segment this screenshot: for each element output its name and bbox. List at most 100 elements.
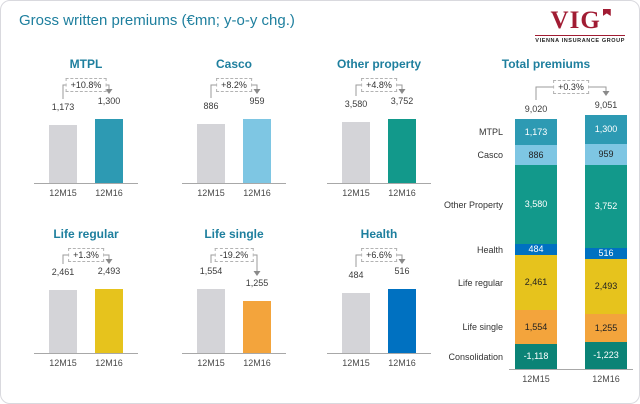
bar-12M16 [95,289,123,353]
x-tick-label: 12M15 [342,358,370,368]
chart-total-premiums: Total premiums 1,173 MTPL 886 Casco 3,580 Othe… [439,57,637,395]
segment-value: -1,118 [523,351,549,361]
segment-casco: 886 [515,145,557,165]
series-label: Other Property [443,199,503,210]
segment-mtpl: 1,300 [585,115,627,144]
bar-value: 2,461 [51,267,75,277]
bar-12M15 [342,293,370,353]
segment-life-regular: 2,493 [585,259,627,314]
series-label: Consolidation [448,351,503,362]
bar-12M16 [243,301,271,353]
arrow-down-icon [105,259,113,264]
x-tick-label: 12M16 [243,188,271,198]
series-label: MTPL [478,127,503,137]
arrow-down-icon [398,259,406,264]
segment-other-property: 3,580 [515,165,557,244]
segment-value: 2,461 [524,277,548,287]
x-tick-label: 12M16 [243,358,271,368]
total-value: 9,020 [524,104,548,114]
series-label: Life regular [457,277,503,288]
arrow-down-icon [253,89,261,94]
page-title: Gross written premiums (€mn; y-o-y chg.) [19,12,295,29]
x-tick-label: 12M15 [197,358,225,368]
segment-consolidation: -1,118 [515,344,557,369]
segment-value: 1,255 [594,323,618,333]
chart-title: Other property [336,57,421,71]
bar-value: 1,554 [199,266,223,276]
bar-12M15 [49,290,77,353]
segment-value: 3,752 [594,201,618,211]
chart-title: Life single [204,227,264,241]
arrow-down-icon [253,271,261,276]
segment-life-single: 1,255 [585,314,627,342]
bar-value: 3,752 [390,96,414,106]
vig-logo-text: VIG [550,7,611,34]
chart-title: Casco [215,57,253,71]
x-tick-label: 12M15 [197,188,225,198]
x-tick-label: 12M16 [95,188,123,198]
bar-12M15 [197,124,225,183]
change-label: +1.3% [68,248,104,262]
x-tick-label: 12M16 [388,188,416,198]
x-axis [34,183,138,184]
arrow-down-icon [602,91,610,96]
change-label: -19.2% [214,248,254,262]
x-axis [34,353,138,354]
segment-life-regular: 2,461 [515,255,557,310]
segment-value: 1,173 [524,127,548,137]
segment-consolidation: -1,223 [585,342,627,369]
bar-value: 1,255 [245,278,269,288]
chart-other-property: Other property 3,580 12M15 3,752 12M16 +4.8% [309,57,449,217]
chart-health: Health 484 12M15 516 12M16 +6.6% [309,227,449,387]
total-value: 9,051 [594,100,618,110]
vig-logo-letters: VIG [550,7,601,34]
x-tick-label: 12M15 [49,358,77,368]
change-label: +10.8% [65,78,107,92]
change-label: +6.6% [361,248,397,262]
chart-title: Total premiums [501,57,591,71]
chart-mtpl: MTPL 1,173 12M15 1,300 12M16 +10.8% [16,57,156,217]
chart-life-regular: Life regular 2,461 12M15 2,493 12M16 +1.3% [16,227,156,387]
bar-value: 516 [394,266,410,276]
x-tick-label: 12M15 [522,374,550,384]
series-label: Casco [477,150,503,160]
bar-value: 1,173 [51,102,75,112]
x-axis [327,353,431,354]
x-axis [327,183,431,184]
segment-mtpl: 1,173 [515,119,557,145]
bar-value: 484 [348,270,364,280]
segment-health: 484 [515,244,557,255]
segment-other-property: 3,752 [585,165,627,248]
segment-value: 1,554 [524,322,548,332]
bar-12M16 [388,119,416,183]
x-tick-label: 12M15 [49,188,77,198]
x-tick-label: 12M15 [342,188,370,198]
series-label: Life single [462,322,503,332]
x-axis [182,183,286,184]
bar-value: 886 [203,101,219,111]
bar-12M16 [388,289,416,353]
change-label: +0.3% [553,80,589,94]
segment-value: 2,493 [594,281,618,291]
bar-value: 2,493 [97,266,121,276]
chart-life-single: Life single 1,554 12M15 1,255 12M16 -19.2% [164,227,304,387]
chart-title: MTPL [69,57,103,71]
change-label: +8.2% [216,78,252,92]
x-tick-label: 12M16 [95,358,123,368]
vig-logo: VIG VIENNA INSURANCE GROUP [535,8,625,44]
vig-flag-icon [602,9,611,16]
segment-value: 959 [598,149,614,159]
vig-logo-subtitle: VIENNA INSURANCE GROUP [535,35,625,44]
bar-12M15 [197,289,225,353]
bar-value: 959 [249,96,265,106]
segment-value: 484 [528,244,544,254]
segment-value: 3,580 [524,199,548,209]
bar-value: 1,300 [97,96,121,106]
bar-12M16 [95,119,123,183]
segment-value: -1,223 [593,350,619,360]
x-axis [182,353,286,354]
chart-casco: Casco 886 12M15 959 12M16 +8.2% [164,57,304,217]
segment-casco: 959 [585,144,627,165]
chart-title: Life regular [53,227,119,241]
segment-life-single: 1,554 [515,310,557,344]
